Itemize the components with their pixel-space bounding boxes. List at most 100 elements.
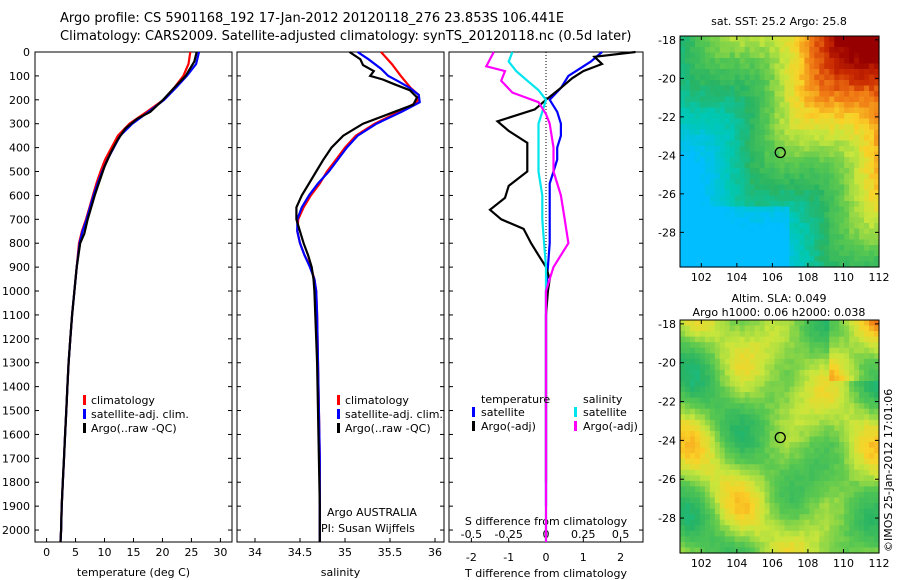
- heatmap-cell: [844, 212, 850, 219]
- heatmap-cell: [734, 107, 741, 114]
- heatmap-cell: [749, 331, 756, 338]
- heatmap-cell: [719, 91, 726, 98]
- heatmap-cell: [839, 442, 845, 449]
- heatmap-cell: [754, 124, 761, 131]
- heatmap-cell: [814, 91, 820, 98]
- heatmap-cell: [709, 118, 716, 125]
- heatmap-cell: [859, 129, 865, 136]
- heatmap-cell: [694, 151, 701, 158]
- heatmap-cell: [729, 514, 736, 521]
- heatmap-cell: [864, 140, 870, 147]
- heatmap-cell: [744, 364, 751, 371]
- heatmap-cell: [719, 541, 726, 549]
- heatmap-cell: [689, 146, 696, 153]
- heatmap-cell: [749, 228, 756, 235]
- heatmap-cell: [854, 491, 860, 499]
- heatmap-cell: [854, 403, 860, 410]
- heatmap-cell: [854, 408, 860, 415]
- heatmap-cell: [849, 179, 855, 186]
- heatmap-cell: [804, 162, 810, 169]
- heatmap-cell: [744, 336, 751, 343]
- heatmap-cell: [789, 96, 796, 103]
- heatmap-cell: [714, 464, 721, 471]
- heatmap-cell: [729, 129, 736, 136]
- heatmap-cell: [874, 129, 880, 136]
- heatmap-cell: [849, 497, 855, 504]
- heatmap-cell: [849, 331, 855, 338]
- heatmap-cell: [834, 503, 840, 510]
- heatmap-cell: [704, 151, 711, 158]
- heatmap-cell: [699, 358, 706, 365]
- heatmap-cell: [829, 234, 835, 241]
- heatmap-cell: [874, 358, 880, 365]
- heatmap-cell: [714, 212, 721, 219]
- heatmap-cell: [744, 408, 751, 415]
- heatmap-cell: [789, 436, 796, 443]
- heatmap-cell: [839, 369, 845, 377]
- heatmap-cell: [699, 464, 706, 471]
- heatmap-cell: [849, 414, 855, 421]
- heatmap-cell: [819, 358, 825, 365]
- heatmap-cell: [749, 206, 756, 213]
- heatmap-cell: [809, 358, 815, 365]
- heatmap-cell: [724, 336, 731, 343]
- heatmap-cell: [749, 392, 756, 399]
- heatmap-cell: [834, 453, 840, 460]
- heatmap-cell: [874, 41, 880, 48]
- x-tick-label: 25: [184, 546, 198, 559]
- heatmap-cell: [869, 508, 875, 515]
- heatmap-cell: [694, 519, 701, 526]
- heatmap-cell: [734, 173, 741, 180]
- heatmap-cell: [874, 508, 880, 515]
- heatmap-cell: [789, 541, 796, 549]
- heatmap-cell: [789, 375, 796, 382]
- heatmap-cell: [719, 342, 726, 349]
- heatmap-cell: [869, 250, 875, 257]
- heatmap-cell: [680, 386, 686, 393]
- heatmap-cell: [699, 414, 706, 421]
- heatmap-cell: [809, 469, 815, 476]
- heatmap-cell: [839, 190, 845, 197]
- heatmap-cell: [709, 52, 716, 59]
- heatmap-cell: [774, 442, 781, 449]
- heatmap-cell: [829, 464, 835, 471]
- heatmap-cell: [754, 369, 761, 377]
- heatmap-cell: [829, 256, 835, 263]
- heatmap-cell: [839, 129, 845, 136]
- heatmap-cell: [709, 530, 716, 537]
- heatmap-cell: [734, 63, 741, 70]
- heatmap-cell: [819, 519, 825, 526]
- heatmap-cell: [769, 168, 776, 175]
- heatmap-cell: [809, 239, 815, 246]
- heatmap-cell: [859, 458, 865, 465]
- heatmap-cell: [774, 369, 781, 377]
- heatmap-cell: [849, 514, 855, 521]
- heatmap-cell: [759, 63, 766, 70]
- heatmap-cell: [854, 414, 860, 421]
- heatmap-cell: [684, 63, 691, 70]
- heatmap-cell: [749, 475, 756, 482]
- heatmap-cell: [809, 168, 815, 175]
- heatmap-cell: [694, 162, 701, 169]
- heatmap-cell: [764, 392, 771, 399]
- heatmap-cell: [709, 503, 716, 510]
- heatmap-cell: [824, 135, 830, 142]
- heatmap-cell: [834, 168, 840, 175]
- heatmap-cell: [854, 347, 860, 354]
- heatmap-cell: [779, 41, 786, 48]
- heatmap-cell: [874, 369, 880, 377]
- heatmap-cell: [789, 447, 796, 454]
- heatmap-cell: [874, 530, 880, 537]
- heatmap-cell: [684, 179, 691, 186]
- heatmap-cell: [764, 430, 771, 438]
- heatmap-cell: [839, 201, 845, 208]
- heatmap-cell: [714, 358, 721, 365]
- heatmap-cell: [874, 74, 880, 81]
- heatmap-cell: [854, 320, 860, 327]
- heatmap-cell: [844, 530, 850, 537]
- heatmap-cell: [789, 514, 796, 521]
- heatmap-cell: [719, 140, 726, 147]
- heatmap-cell: [869, 256, 875, 263]
- heatmap-cell: [799, 102, 805, 109]
- heatmap-cell: [839, 325, 845, 332]
